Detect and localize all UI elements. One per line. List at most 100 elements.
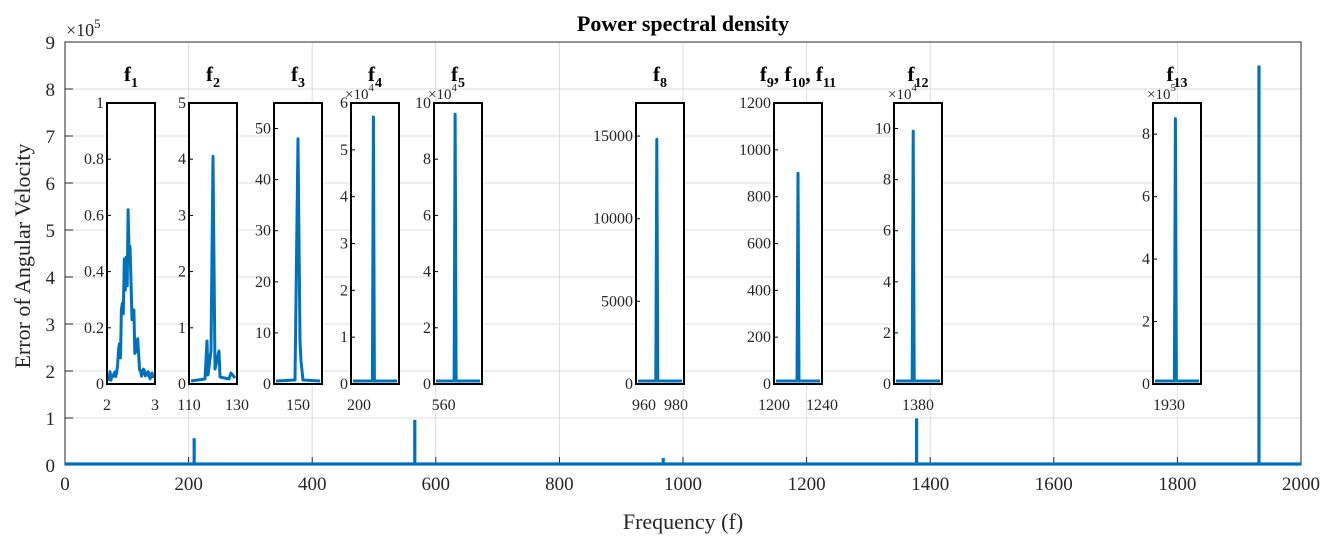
- x-tick-label: 1800: [1158, 474, 1196, 495]
- inset-y-tick-label: 6: [883, 223, 891, 240]
- inset-trace: [190, 154, 237, 383]
- inset-x-tick-label: 200: [347, 397, 371, 414]
- x-tick-label: 1000: [664, 474, 702, 495]
- inset-frame: [106, 102, 156, 385]
- inset-trace: [436, 112, 480, 383]
- inset-1: 0 0.2 0.4 0.6 0.8 1 2 3 f1: [84, 62, 159, 414]
- x-tick-label: 600: [422, 474, 451, 495]
- inset-y-tick-label: 30: [255, 223, 271, 240]
- inset-y-tick-label: 600: [747, 236, 771, 253]
- inset-y-tick-label: 0: [96, 376, 104, 393]
- inset-y-tick-label: 8: [1142, 126, 1150, 143]
- x-tick-label: 800: [545, 474, 574, 495]
- inset-y-tick-label: 40: [255, 172, 271, 189]
- inset-y-tick-label: 0.2: [84, 320, 104, 337]
- y-tick-label: 4: [46, 268, 56, 289]
- inset-x-tick-label: 150: [286, 397, 310, 414]
- inset-title: f1: [124, 62, 138, 91]
- inset-y-tick-label: 8: [423, 151, 431, 168]
- inset-x-tick-label: 960: [632, 397, 656, 414]
- inset-y-tick-label: 0: [1142, 376, 1150, 393]
- inset-x-tick-label: 3: [151, 397, 159, 414]
- x-tick-label: 0: [60, 474, 70, 495]
- inset-exponent: ×104: [345, 82, 374, 103]
- inset-y-tick-label: 2: [340, 282, 348, 299]
- axis-ticks: 0 200 400 600 800 1000 1200 1400 1600 1800 2000012…: [46, 33, 1321, 495]
- inset-y-tick-label: 5: [340, 142, 348, 159]
- inset-y-tick-label: 4: [883, 274, 891, 291]
- inset-y-tick-label: 6: [340, 95, 348, 112]
- inset-y-tick-label: 10: [415, 95, 431, 112]
- inset-trace: [638, 137, 682, 383]
- inset-y-tick-label: 4: [340, 189, 348, 206]
- inset-x-tick-label: 560: [432, 397, 456, 414]
- y-tick-label: 5: [46, 221, 56, 242]
- inset-y-tick-label: 3: [178, 207, 186, 224]
- inset-y-tick-label: 800: [747, 189, 771, 206]
- inset-y-tick-label: 0: [763, 376, 771, 393]
- x-tick-label: 2000: [1282, 474, 1320, 495]
- inset-y-tick-label: 6: [423, 207, 431, 224]
- y-tick-label: 7: [46, 127, 56, 148]
- inset-y-tick-label: 200: [747, 329, 771, 346]
- inset-y-tick-label: 20: [255, 274, 271, 291]
- inset-y-tick-label: 0: [263, 376, 271, 393]
- y-tick-label: 8: [46, 80, 56, 101]
- y-tick-label: 1: [46, 409, 56, 430]
- inset-y-tick-label: 1: [178, 320, 186, 337]
- y-tick-label: 9: [46, 33, 56, 54]
- inset-trace: [776, 171, 820, 383]
- inset-y-tick-label: 50: [255, 121, 271, 138]
- inset-y-tick-label: 1: [96, 95, 104, 112]
- inset-trace: [275, 137, 321, 383]
- inset-x-tick-label: 1930: [1153, 397, 1185, 414]
- y-axis-label: Error of Angular Velocity: [10, 143, 35, 368]
- inset-y-tick-label: 10000: [593, 211, 633, 228]
- inset-y-tick-label: 4: [423, 264, 431, 281]
- inset-y-tick-label: 6: [1142, 189, 1150, 206]
- inset-y-tick-label: 0.6: [84, 207, 104, 224]
- inset-title: f8: [653, 62, 667, 91]
- inset-y-tick-label: 400: [747, 282, 771, 299]
- inset-title: f3: [291, 62, 305, 91]
- inset-y-tick-label: 2: [178, 264, 186, 281]
- inset-y-tick-label: 10: [875, 121, 891, 138]
- chart-title: Power spectral density: [577, 11, 789, 36]
- inset-x-tick-label: 1240: [806, 397, 838, 414]
- y-tick-label: 2: [46, 362, 56, 383]
- inset-trace: [353, 115, 397, 383]
- x-axis-label: Frequency (f): [623, 509, 743, 534]
- inset-exponent: ×104: [428, 82, 457, 103]
- inset-trace: [896, 129, 940, 383]
- inset-y-tick-label: 1000: [739, 142, 771, 159]
- inset-y-tick-label: 5000: [601, 293, 633, 310]
- y-tick-label: 3: [46, 315, 56, 336]
- inset-y-tick-label: 2: [1142, 314, 1150, 331]
- inset-y-tick-label: 0: [625, 376, 633, 393]
- inset-trace: [1155, 117, 1199, 383]
- inset-y-tick-label: 2: [423, 320, 431, 337]
- inset-7: 0 200 400 600 800 1000 1200 1200 1240 f9, f10, f1…: [739, 62, 838, 414]
- y-exponent-label: ×105: [66, 16, 101, 40]
- main-series: [65, 65, 1301, 466]
- inset-y-tick-label: 0.4: [84, 264, 104, 281]
- inset-y-tick-label: 4: [178, 151, 186, 168]
- inset-2: 0 1 2 3 4 5 110 130 f2: [177, 62, 249, 414]
- y-tick-label: 0: [46, 456, 56, 477]
- inset-y-tick-label: 5: [178, 95, 186, 112]
- inset-y-tick-label: 0: [883, 376, 891, 393]
- inset-x-tick-label: 1380: [902, 397, 934, 414]
- inset-x-tick-label: 980: [664, 397, 688, 414]
- inset-exponent: ×104: [888, 82, 917, 103]
- x-tick-label: 200: [174, 474, 203, 495]
- inset-title: f2: [206, 62, 220, 91]
- y-tick-label: 6: [46, 174, 56, 195]
- inset-frame: [433, 102, 483, 385]
- inset-y-tick-label: 10: [255, 325, 271, 342]
